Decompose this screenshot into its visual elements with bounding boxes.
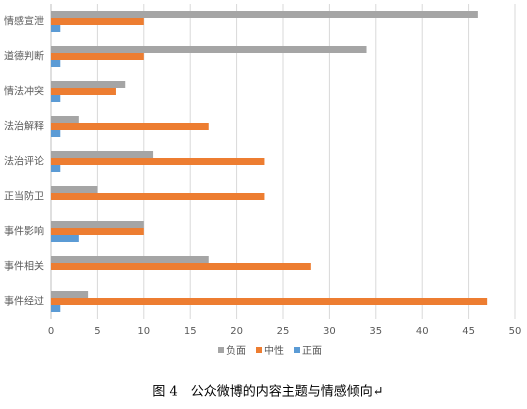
legend-label: 负面 <box>226 344 246 357</box>
x-tick-label: 20 <box>230 326 243 337</box>
bar <box>51 256 209 263</box>
bar <box>51 186 98 193</box>
x-tick-label: 5 <box>94 326 100 337</box>
legend-swatch <box>294 347 300 353</box>
bar <box>51 116 79 123</box>
x-tick-label: 15 <box>184 326 197 337</box>
bar <box>51 11 478 18</box>
bar <box>51 228 144 235</box>
caption: 图 4 公众微博的内容主题与情感倾向↵ <box>152 384 383 400</box>
y-tick-label: 情感宣泄 <box>4 15 44 28</box>
bar <box>51 158 265 165</box>
bar <box>51 46 367 53</box>
bar <box>51 18 144 25</box>
y-tick-label: 事件经过 <box>4 295 44 308</box>
bar <box>51 193 265 200</box>
x-tick-label: 50 <box>509 326 522 337</box>
bar <box>51 130 61 137</box>
x-tick-label: 25 <box>277 326 290 337</box>
bar <box>51 165 61 172</box>
bar <box>51 60 61 67</box>
x-tick-label: 35 <box>369 326 382 337</box>
bar <box>51 88 116 95</box>
y-tick-label: 事件影响 <box>4 225 44 238</box>
bar <box>51 305 61 312</box>
bar <box>51 291 89 298</box>
x-tick-label: 10 <box>137 326 150 337</box>
y-tick-label: 法治解释 <box>4 120 44 133</box>
y-tick-label: 正当防卫 <box>4 190 44 203</box>
x-tick-label: 40 <box>416 326 429 337</box>
y-tick-label: 事件相关 <box>4 260 44 273</box>
legend-swatch <box>256 347 262 353</box>
x-tick-label: 45 <box>462 326 475 337</box>
bar <box>51 221 144 228</box>
legend-label: 正面 <box>302 346 322 357</box>
bar <box>51 235 79 242</box>
x-tick-label: 30 <box>323 326 336 337</box>
bar <box>51 151 154 158</box>
bar <box>51 95 61 102</box>
bar <box>51 123 209 130</box>
bar <box>51 298 488 305</box>
y-tick-label: 法治评论 <box>4 155 44 168</box>
bar <box>51 81 126 88</box>
x-tick-label: 0 <box>48 326 54 337</box>
bar <box>51 53 144 60</box>
y-tick-label: 道德判断 <box>4 50 44 63</box>
legend-label: 中性 <box>264 344 284 357</box>
legend-swatch <box>218 347 224 353</box>
bar <box>51 263 311 270</box>
y-tick-label: 情法冲突 <box>4 85 44 98</box>
bar <box>51 25 61 32</box>
